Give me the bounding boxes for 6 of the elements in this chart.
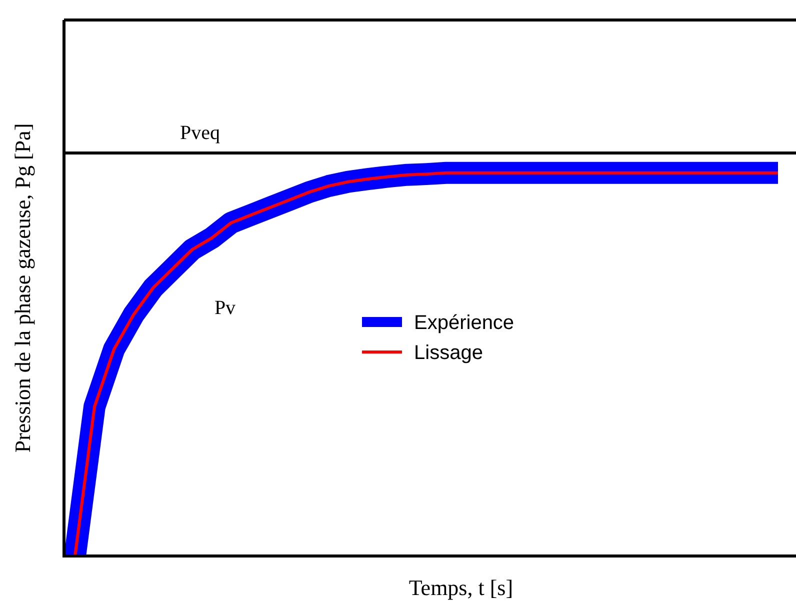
x-axis-title: Temps, t [s] bbox=[408, 575, 514, 600]
legend-label: Lissage bbox=[414, 342, 483, 364]
legend-label: Expérience bbox=[414, 312, 514, 334]
y-axis-title: Pression de la phase gazeuse, Pg [Pa] bbox=[10, 123, 35, 453]
ref-line-label: Pveq bbox=[180, 122, 220, 144]
annotation: Pv bbox=[214, 297, 236, 319]
